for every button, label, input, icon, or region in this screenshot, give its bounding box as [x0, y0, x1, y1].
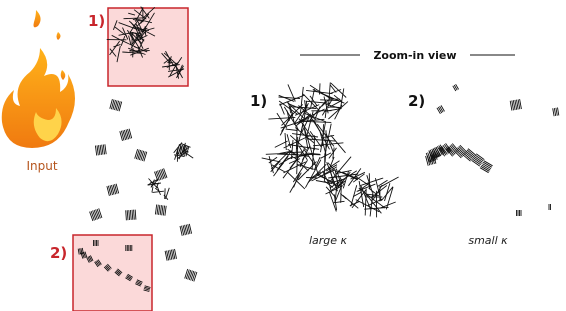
hatch-stroke	[160, 205, 161, 215]
hatch-stroke	[159, 170, 163, 179]
hatch-stroke	[437, 108, 441, 114]
hatch-stroke	[129, 210, 130, 220]
flame-spark	[57, 32, 61, 40]
hatch-stroke	[441, 105, 445, 111]
hatch-stroke	[96, 210, 99, 219]
hatch-stroke	[297, 152, 298, 174]
hatch-stroke	[166, 188, 170, 199]
hatch-stroke	[93, 211, 96, 221]
panel-label: 1)	[250, 92, 267, 110]
input-flame	[2, 10, 75, 148]
hatch-stroke	[184, 152, 193, 158]
hatch-stroke	[320, 83, 321, 94]
hatch-stroke	[94, 210, 97, 220]
hatch-stroke	[90, 212, 93, 221]
hatch-stroke	[162, 169, 165, 178]
hatch-stroke	[132, 210, 133, 220]
hatch-stroke	[158, 171, 162, 180]
figure: Input 1) 2) Zoom-in view 1) 2) large κ s…	[0, 0, 566, 311]
panel-label: 2)	[408, 92, 425, 110]
zoom-box	[73, 235, 152, 311]
hatch-stroke	[296, 127, 297, 159]
hatch-stroke	[100, 145, 101, 155]
hatch-stroke	[161, 170, 164, 179]
hatch-stroke	[135, 210, 136, 220]
hatch-stroke	[556, 108, 557, 116]
hatch-stroke	[372, 186, 387, 198]
hatch-stroke	[97, 145, 98, 155]
hatch-stroke	[163, 206, 164, 216]
flame-spark	[34, 10, 41, 27]
hatch-stroke	[558, 108, 559, 116]
zoom-label: 1)	[88, 12, 105, 30]
hatch-stroke	[306, 178, 318, 179]
hatch-stroke	[157, 205, 158, 215]
hatch-stroke	[99, 145, 100, 155]
hatch-stroke	[385, 183, 390, 201]
hatch-stroke	[165, 206, 166, 216]
hatch-stroke	[189, 271, 192, 281]
hatch-stroke	[126, 210, 127, 220]
hatch-stroke	[103, 145, 104, 155]
zoom-label: 2)	[50, 244, 67, 262]
hatch-stroke	[130, 210, 131, 220]
hatch-stroke	[280, 104, 285, 115]
zoom-title: Zoom-in view	[373, 49, 456, 62]
flame-spark	[61, 70, 66, 80]
hatch-stroke	[102, 145, 103, 155]
hatch-stroke	[95, 146, 96, 156]
hatch-stroke	[162, 205, 163, 215]
hatch-stroke	[159, 205, 160, 215]
hatch-stroke	[325, 107, 326, 118]
hatch-stroke	[554, 108, 555, 116]
input-label: Input	[26, 159, 57, 173]
hatch-stroke	[287, 152, 302, 153]
hatch-stroke	[286, 129, 298, 130]
panel-caption: small κ	[468, 234, 508, 247]
hatch-stroke	[438, 107, 442, 113]
hatch-stroke	[553, 108, 554, 116]
hatch-stroke	[155, 205, 156, 215]
hatch-stroke	[99, 208, 102, 218]
hatch-stroke	[129, 51, 149, 52]
hatch-stroke	[440, 106, 444, 112]
panel-caption: large κ	[309, 234, 348, 247]
hatch-stroke	[152, 187, 153, 193]
hatch-stroke	[97, 209, 100, 218]
hatch-stroke	[153, 191, 164, 192]
hatch-stroke	[164, 168, 167, 177]
hatch-stroke	[134, 210, 135, 220]
hatch-stroke	[91, 211, 94, 220]
hatch-stroke	[105, 144, 106, 154]
hatch-stroke	[510, 101, 512, 111]
hatch-stroke	[188, 270, 191, 280]
hatch-stroke	[127, 210, 128, 220]
